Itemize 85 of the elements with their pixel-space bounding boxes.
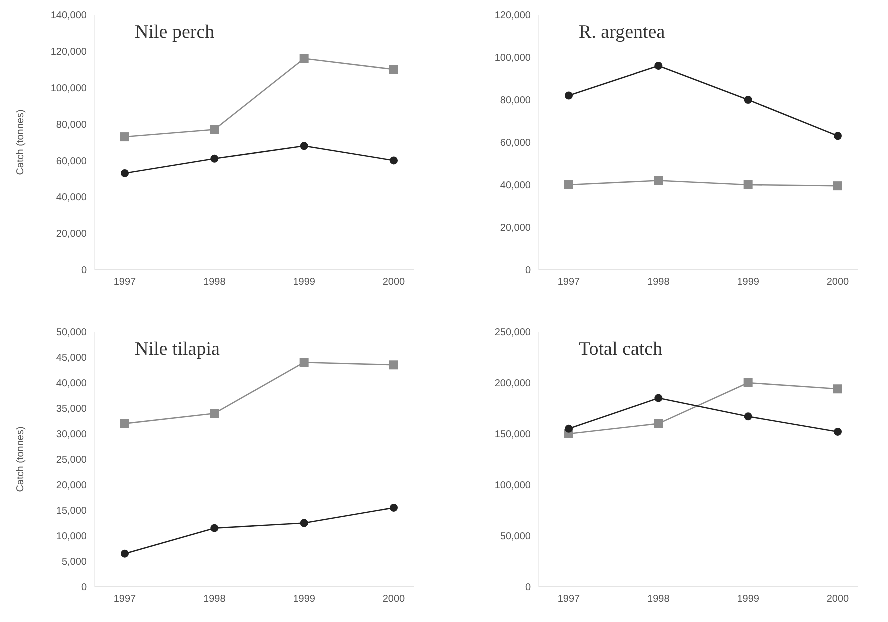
y-tick-label: 100,000	[50, 83, 88, 94]
point	[210, 409, 220, 418]
point	[654, 62, 663, 70]
point	[834, 428, 842, 436]
y-tick-label: 100,000	[494, 480, 532, 492]
point	[121, 169, 129, 178]
y-tick-label: 35,000	[56, 404, 88, 416]
point	[300, 54, 309, 64]
y-tick-label: 0	[525, 266, 532, 277]
y-tick-label: 0	[525, 582, 532, 594]
point	[390, 504, 398, 512]
point	[390, 65, 398, 74]
x-tick-label: 2000	[826, 594, 850, 606]
y-tick-label: 20,000	[500, 223, 532, 234]
x-tick-label: 1999	[293, 277, 316, 288]
point	[210, 125, 220, 134]
y-tick-label: 120,000	[50, 46, 88, 58]
x-tick-label: 2000	[382, 277, 406, 288]
point	[390, 360, 398, 370]
y-tick-label: 30,000	[56, 430, 88, 441]
point	[300, 142, 308, 150]
point	[654, 419, 664, 428]
x-tick-label: 1997	[114, 277, 137, 288]
y-tick-label: 45,000	[56, 353, 88, 364]
y-tick-label: 50,000	[500, 532, 532, 543]
y-tick-label: 0	[81, 266, 88, 277]
point	[834, 182, 842, 191]
x-tick-label: 2000	[826, 277, 850, 288]
point	[565, 424, 573, 433]
y-tick-label: 140,000	[50, 10, 88, 22]
chart-title: Nile perch	[135, 22, 215, 44]
y-axis-title: Catch (tonnes)	[16, 110, 27, 176]
x-tick-label: 1997	[558, 594, 581, 606]
y-tick-label: 80,000	[56, 120, 88, 131]
point	[120, 419, 130, 428]
point	[121, 550, 129, 558]
x-tick-label: 1998	[204, 277, 226, 288]
y-tick-label: 20,000	[56, 480, 88, 492]
point	[744, 180, 753, 190]
chart-title: Total catch	[579, 339, 663, 361]
point	[300, 358, 309, 368]
chart-title: Nile tilapia	[135, 339, 220, 361]
y-tick-label: 200,000	[494, 378, 532, 390]
point	[834, 132, 842, 140]
x-tick-label: 1998	[648, 277, 670, 288]
y-tick-label: 250,000	[494, 328, 532, 339]
x-tick-label: 1999	[737, 594, 760, 606]
point	[654, 176, 664, 186]
y-tick-label: 20,000	[56, 229, 88, 240]
x-tick-label: 1998	[204, 594, 226, 606]
point	[744, 96, 752, 104]
point	[120, 132, 130, 142]
point	[565, 92, 573, 100]
y-tick-label: 15,000	[56, 506, 88, 518]
point	[834, 384, 842, 394]
x-tick-label: 1999	[737, 277, 760, 288]
point	[744, 378, 753, 388]
y-tick-label: 5,000	[62, 557, 88, 568]
x-tick-label: 2000	[382, 594, 406, 606]
point	[390, 156, 398, 165]
point	[210, 154, 219, 163]
x-tick-label: 1999	[293, 594, 316, 606]
y-tick-label: 60,000	[500, 138, 532, 150]
y-tick-label: 150,000	[494, 430, 532, 441]
y-tick-label: 40,000	[500, 180, 532, 192]
point	[210, 524, 219, 532]
point	[300, 519, 308, 528]
y-tick-label: 100,000	[494, 53, 532, 64]
x-tick-label: 1998	[648, 594, 670, 606]
y-tick-label: 10,000	[56, 532, 88, 543]
chart-title: R. argentea	[579, 22, 666, 44]
y-tick-label: 50,000	[56, 328, 88, 339]
point	[744, 412, 752, 421]
point	[654, 394, 663, 402]
x-tick-label: 1997	[558, 277, 581, 288]
y-tick-label: 40,000	[56, 192, 88, 204]
y-axis-title: Catch (tonnes)	[16, 426, 27, 492]
y-tick-label: 120,000	[494, 10, 532, 22]
x-tick-label: 1997	[114, 594, 137, 606]
y-tick-label: 40,000	[56, 378, 88, 390]
y-tick-label: 0	[81, 582, 88, 594]
point	[564, 180, 574, 190]
y-tick-label: 25,000	[56, 455, 88, 466]
y-tick-label: 60,000	[56, 156, 88, 168]
y-tick-label: 80,000	[500, 96, 532, 107]
